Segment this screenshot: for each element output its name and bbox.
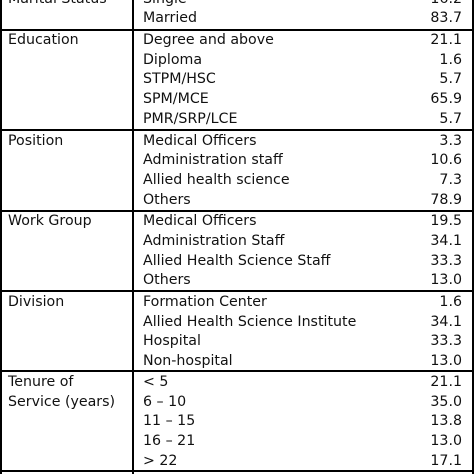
item-label: 6 – 10 [143,394,187,410]
item-label: SPM/MCE [143,91,209,107]
item-value: 65.9 [430,91,462,107]
item-value: 83.7 [430,10,462,26]
item-value: 34.1 [430,233,462,249]
column-divider-left [0,0,2,474]
item-value: 1.6 [439,294,462,310]
category-label: Marital Status [8,0,107,9]
item-label: Hospital [143,333,201,349]
item-label: Non-hospital [143,353,233,369]
column-divider-middle [132,0,134,474]
item-value: 10.6 [430,152,462,168]
category-label: Division [8,294,65,310]
item-value: 3.3 [439,133,462,149]
item-value: 33.3 [430,253,462,269]
item-label: 16 – 21 [143,433,196,449]
item-value: 78.9 [430,192,462,208]
item-value: 13.8 [430,413,462,429]
item-label: Medical Officers [143,213,257,229]
item-value: 5.7 [439,111,462,127]
item-label: > 22 [143,453,178,469]
item-label: Single [143,0,187,9]
item-label: 11 – 15 [143,413,196,429]
item-label: Allied health science [143,172,290,188]
item-label: Administration Staff [143,233,285,249]
row-divider [0,29,474,31]
item-value: 13.0 [430,433,462,449]
category-label: Education [8,32,79,48]
item-value: 7.3 [439,172,462,188]
item-value: 19.5 [430,213,462,229]
row-divider [0,210,474,212]
row-divider [0,470,474,472]
item-value: 34.1 [430,314,462,330]
category-label: Position [8,133,64,149]
item-label: Degree and above [143,32,274,48]
item-label: Married [143,10,198,26]
row-divider [0,129,474,131]
item-value: 33.3 [430,333,462,349]
category-label-line-2: Service (years) [8,394,116,410]
item-label: < 5 [143,374,169,390]
item-label: Administration staff [143,152,283,168]
item-value: 21.1 [430,32,462,48]
item-label: Allied Health Science Staff [143,253,331,269]
item-label: STPM/HSC [143,71,216,87]
category-label: Work Group [8,213,92,229]
item-value: 1.6 [439,52,462,68]
item-value: 17.1 [430,453,462,469]
category-label: Tenure of [8,374,74,390]
item-value: 13.0 [430,353,462,369]
item-label: Formation Center [143,294,267,310]
item-value: 21.1 [430,374,462,390]
item-value: 35.0 [430,394,462,410]
item-label: Others [143,192,191,208]
item-label: Allied Health Science Institute [143,314,357,330]
item-value: 5.7 [439,71,462,87]
item-label: Medical Officers [143,133,257,149]
item-label: PMR/SRP/LCE [143,111,238,127]
item-label: Diploma [143,52,203,68]
item-value: 16.2 [430,0,462,9]
column-divider-right [472,0,474,474]
row-divider [0,290,474,292]
row-divider [0,370,474,372]
item-label: Others [143,272,191,288]
item-value: 13.0 [430,272,462,288]
